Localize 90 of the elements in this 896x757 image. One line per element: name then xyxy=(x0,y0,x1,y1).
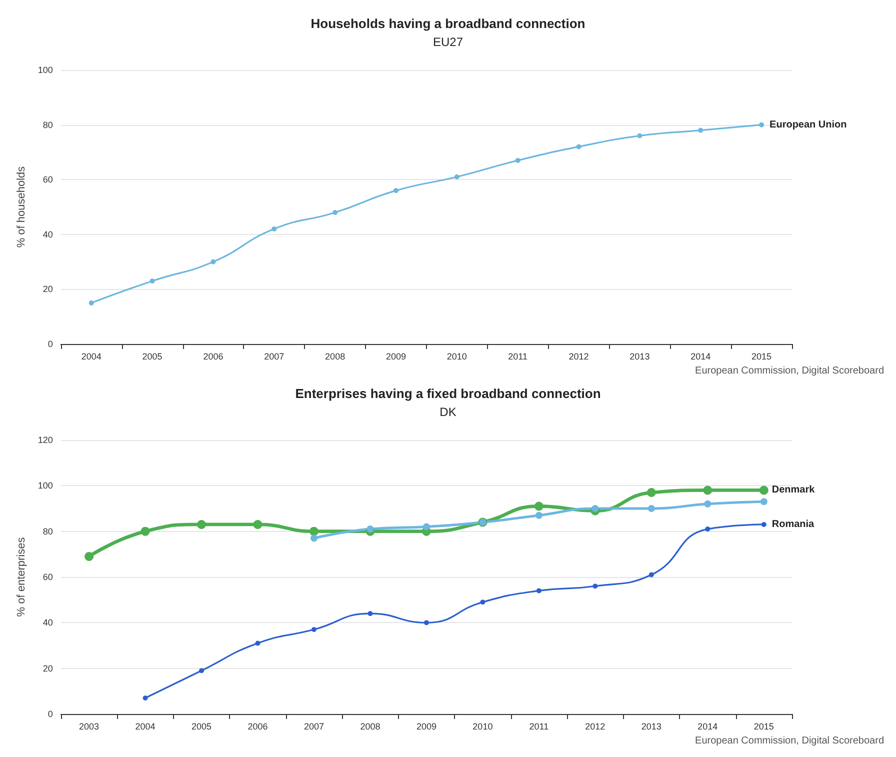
x-tick-label: 2014 xyxy=(690,352,711,362)
y-tick-label: 20 xyxy=(42,663,53,674)
chart-title: Enterprises having a fixed broadband connection xyxy=(295,386,601,401)
y-tick-label: 0 xyxy=(48,339,53,349)
point xyxy=(759,122,764,128)
point xyxy=(368,611,373,616)
x-tick-label: 2005 xyxy=(191,722,212,732)
point xyxy=(150,278,155,284)
x-tick-label: 2014 xyxy=(698,722,718,732)
point xyxy=(648,572,654,578)
x-tick-label: 2013 xyxy=(630,352,650,362)
text: European Commission, Digital Scoreboard xyxy=(695,736,884,746)
series-label: Romania xyxy=(772,518,815,530)
point xyxy=(534,502,544,511)
y-tick-label: 40 xyxy=(42,618,53,628)
x-tick-label: 2010 xyxy=(472,722,493,732)
point xyxy=(210,259,216,264)
point xyxy=(310,534,318,542)
y-tick-label: 20 xyxy=(42,284,53,294)
point xyxy=(704,500,712,508)
point xyxy=(592,584,598,589)
point xyxy=(199,668,204,674)
x-tick-label: 2012 xyxy=(585,722,606,732)
x-tick-label: 2011 xyxy=(508,352,528,362)
x-tick-label: 2007 xyxy=(264,352,284,362)
y-tick-label: 60 xyxy=(42,572,53,582)
y-axis-title: % of enterprises xyxy=(16,536,28,617)
x-tick-label: 2008 xyxy=(325,352,346,362)
x-tick-label: 2013 xyxy=(641,722,662,732)
x-tick-label: 2004 xyxy=(81,352,102,362)
chart-subtitle: EU27 xyxy=(432,35,464,49)
point xyxy=(761,522,766,527)
point xyxy=(366,526,374,533)
point xyxy=(394,188,398,194)
x-tick-label: 2004 xyxy=(135,722,156,732)
text: European Commission, Digital Scoreboard xyxy=(695,366,884,376)
point xyxy=(424,620,429,626)
point xyxy=(480,600,486,605)
point xyxy=(515,158,520,163)
point xyxy=(759,486,768,495)
series-label: European Union xyxy=(770,119,847,130)
point xyxy=(648,505,655,512)
point xyxy=(255,640,260,646)
point xyxy=(592,505,599,512)
y-tick-label: 100 xyxy=(38,65,53,75)
point xyxy=(88,300,94,306)
series-label: Denmark xyxy=(772,484,816,496)
point xyxy=(422,523,430,530)
y-tick-label: 40 xyxy=(42,229,53,240)
point xyxy=(253,520,262,529)
point xyxy=(140,526,150,536)
y-axis-title: % of households xyxy=(16,166,28,248)
y-tick-label: 120 xyxy=(38,435,53,445)
point xyxy=(535,512,542,519)
x-tick-label: 2003 xyxy=(79,722,100,732)
x-tick-label: 2009 xyxy=(416,722,436,732)
point xyxy=(142,696,148,701)
point xyxy=(646,488,656,498)
point xyxy=(309,526,318,536)
point xyxy=(536,588,542,594)
point xyxy=(576,144,582,150)
x-tick-label: 2006 xyxy=(248,722,268,732)
point xyxy=(272,226,277,232)
point xyxy=(84,552,94,561)
x-tick-label: 2011 xyxy=(529,722,549,732)
x-tick-label: 2006 xyxy=(203,352,224,362)
y-tick-label: 100 xyxy=(38,480,53,491)
point xyxy=(454,174,460,180)
point xyxy=(760,498,768,506)
point xyxy=(703,486,712,495)
y-tick-label: 80 xyxy=(42,526,53,536)
point xyxy=(332,210,338,215)
point xyxy=(705,526,710,532)
point xyxy=(197,520,206,529)
x-tick-label: 2007 xyxy=(304,722,324,732)
x-tick-label: 2005 xyxy=(142,352,162,362)
y-tick-label: 60 xyxy=(42,174,53,185)
x-tick-label: 2012 xyxy=(568,352,589,362)
x-tick-label: 2008 xyxy=(360,722,380,732)
y-tick-label: 0 xyxy=(48,709,53,719)
y-tick-label: 80 xyxy=(42,120,53,130)
x-tick-label: 2015 xyxy=(752,352,772,362)
point xyxy=(637,133,642,138)
x-tick-label: 2010 xyxy=(446,352,467,362)
chart-title: Households having a broadband connection xyxy=(310,16,586,31)
point xyxy=(698,128,704,133)
chart-subtitle: DK xyxy=(440,405,456,419)
x-tick-label: 2015 xyxy=(754,722,774,732)
point xyxy=(311,627,316,632)
x-tick-label: 2009 xyxy=(386,352,406,362)
